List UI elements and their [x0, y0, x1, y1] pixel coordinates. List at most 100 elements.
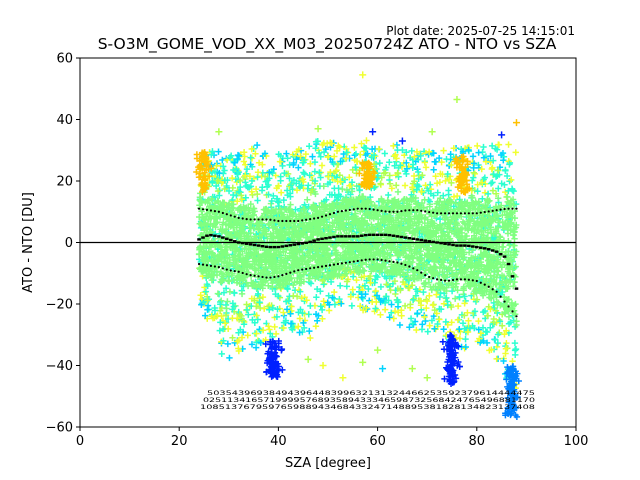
scatter-point	[220, 289, 228, 296]
scatter-point	[413, 148, 421, 156]
scatter-point	[337, 158, 344, 165]
scatter-point	[214, 187, 222, 195]
scatter-point	[442, 318, 450, 326]
scatter-point	[409, 180, 417, 187]
scatter-point	[212, 182, 220, 190]
scatter-point	[292, 206, 299, 213]
scatter-point	[377, 311, 384, 318]
scatter-point	[283, 150, 290, 157]
scatter-point	[247, 154, 254, 161]
scatter-point	[309, 153, 316, 160]
scatter-point	[240, 158, 248, 165]
scatter-point	[254, 197, 261, 204]
scatter-point	[307, 302, 314, 310]
scatter-point	[480, 154, 488, 161]
scatter-point	[251, 319, 259, 327]
scatter-point	[272, 330, 280, 338]
scatter-point	[511, 339, 519, 347]
scatter-point	[267, 330, 274, 337]
scatter-point	[365, 285, 372, 293]
scatter-point	[479, 324, 487, 331]
scatter-point	[335, 185, 342, 192]
scatter-point	[239, 317, 247, 324]
scatter-point	[476, 339, 484, 346]
scatter-point	[394, 188, 402, 196]
scatter-point	[217, 297, 225, 304]
scatter-point	[275, 182, 282, 190]
scatter-point	[435, 154, 443, 162]
scatter-point	[336, 295, 343, 303]
scatter-point	[476, 335, 483, 342]
scatter-point	[314, 138, 321, 145]
scatter-point	[489, 157, 497, 164]
scatter-point	[511, 235, 518, 242]
scatter-point	[414, 288, 421, 295]
scatter-point	[234, 155, 241, 163]
scatter-point	[505, 313, 513, 320]
scatter-point	[478, 165, 485, 173]
scatter-point	[349, 286, 356, 293]
scatter-point	[359, 306, 367, 314]
scatter-point	[243, 306, 251, 314]
scatter-point	[277, 189, 285, 196]
scatter-point	[422, 182, 429, 189]
scatter-point	[351, 144, 358, 151]
scatter-point	[363, 304, 370, 312]
scatter-point	[249, 191, 256, 199]
scatter-point	[363, 305, 371, 313]
scatter-point	[426, 181, 434, 188]
scatter-point	[295, 323, 302, 330]
scatter-point	[314, 317, 321, 324]
scatter-point	[421, 313, 428, 321]
scatter-point	[432, 173, 439, 180]
scatter-point	[265, 191, 272, 198]
scatter-point	[487, 305, 494, 313]
scatter-point	[222, 320, 229, 327]
scatter-point	[259, 161, 266, 168]
scatter-point	[386, 314, 393, 321]
scatter-point	[492, 336, 499, 343]
scatter-point	[490, 170, 497, 178]
scatter-point	[251, 297, 258, 304]
scatter-point	[254, 190, 261, 198]
scatter-point	[469, 177, 476, 184]
scatter-point	[377, 283, 385, 291]
scatter-point	[482, 158, 490, 165]
scatter-point	[320, 183, 327, 190]
scatter-point	[375, 145, 383, 153]
scatter-point	[492, 307, 500, 314]
scatter-point	[475, 149, 482, 156]
scatter-point	[349, 273, 357, 280]
scatter-point	[311, 177, 319, 185]
scatter-point	[503, 327, 510, 334]
scatter-point	[489, 187, 497, 194]
scatter-point	[222, 319, 230, 326]
scatter-point	[297, 306, 304, 313]
scatter-point	[398, 312, 405, 319]
scatter-point	[503, 172, 511, 180]
scatter-point	[265, 181, 272, 189]
scatter-point	[445, 187, 452, 194]
scatter-point	[331, 301, 339, 308]
scatter-point	[245, 311, 252, 318]
scatter-point	[454, 316, 462, 324]
scatter-point	[233, 165, 240, 173]
scatter-point	[503, 339, 510, 347]
scatter-point	[306, 327, 313, 335]
scatter-point	[480, 176, 487, 183]
scatter-point	[295, 164, 302, 171]
scatter-point	[211, 307, 219, 314]
scatter-point	[287, 201, 294, 208]
scatter-point	[295, 146, 303, 153]
scatter-point	[325, 153, 332, 160]
scatter-point	[247, 161, 254, 168]
scatter-point	[388, 185, 396, 192]
scatter-point	[480, 308, 487, 316]
scatter-point	[287, 310, 294, 317]
scatter-point	[317, 303, 324, 310]
scatter-point	[220, 337, 227, 344]
scatter-point	[302, 150, 310, 158]
scatter-point	[222, 285, 230, 292]
scatter-point	[215, 148, 222, 155]
scatter-point	[237, 326, 244, 333]
